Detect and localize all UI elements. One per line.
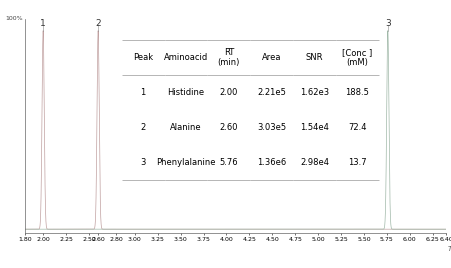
Text: Time: Time <box>447 246 451 252</box>
Text: 3: 3 <box>385 19 391 28</box>
Text: 100%: 100% <box>5 16 23 21</box>
Text: 1: 1 <box>40 19 46 28</box>
Text: 2: 2 <box>95 19 101 28</box>
